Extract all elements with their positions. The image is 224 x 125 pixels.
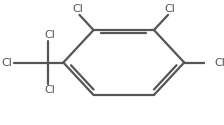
Text: Cl: Cl: [214, 58, 224, 68]
Text: Cl: Cl: [1, 58, 12, 68]
Text: Cl: Cl: [165, 4, 176, 14]
Text: Cl: Cl: [45, 30, 56, 40]
Text: Cl: Cl: [45, 85, 56, 95]
Text: Cl: Cl: [72, 4, 83, 14]
